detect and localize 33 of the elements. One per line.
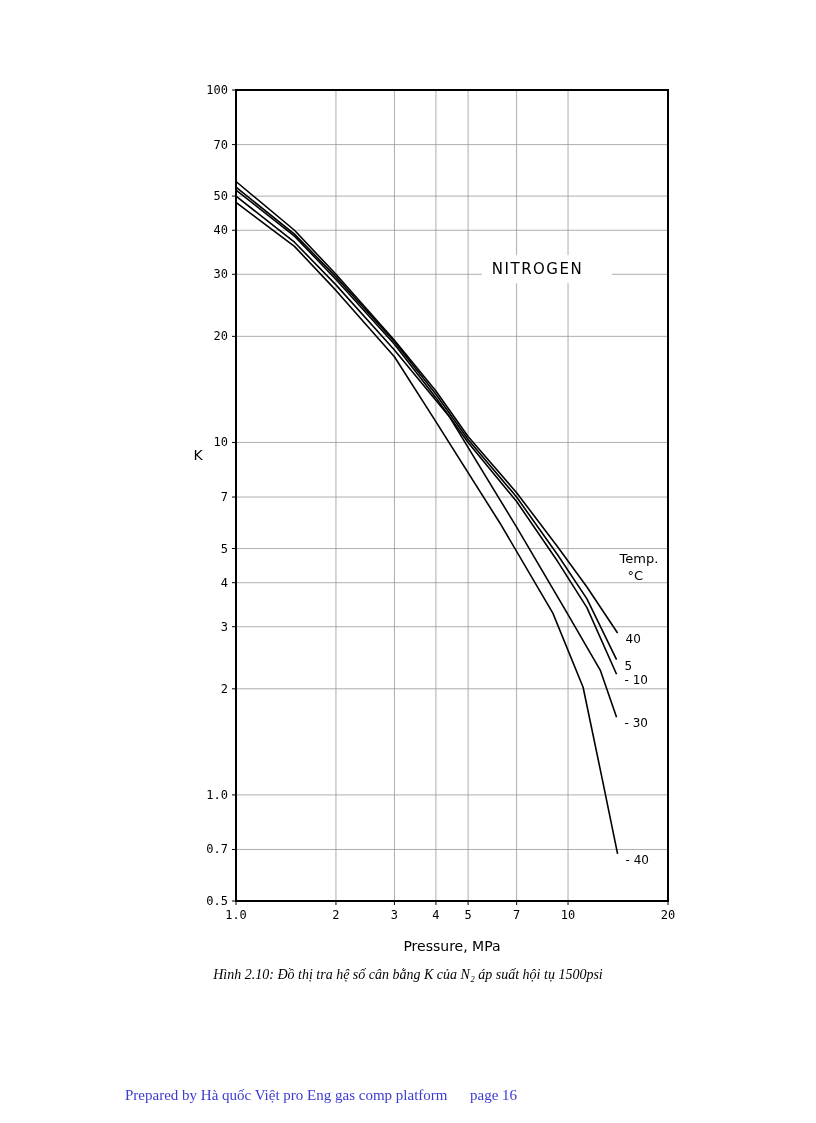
series-label: - 30: [624, 716, 648, 731]
y-tick-label: 7: [220, 490, 228, 505]
x-tick-label: 5: [464, 908, 472, 922]
x-tick-label: 4: [432, 908, 440, 922]
y-tick-label: 100: [206, 83, 228, 97]
legend-title: Temp. °C: [618, 550, 659, 583]
x-tick-label: 7: [512, 908, 521, 922]
series-label: 5: [624, 658, 633, 673]
x-axis-title: Pressure, MPa: [403, 938, 501, 954]
y-tick-label: 2: [220, 681, 228, 696]
x-tick-label: 2: [332, 908, 340, 922]
text: Prepared by Hà quốc Việt pro Eng gas comp platform page 16: [125, 1087, 518, 1103]
x-tick-label: 3: [390, 908, 399, 922]
y-tick-label: 3: [220, 619, 228, 634]
y-tick-label: 5: [220, 541, 228, 556]
y-tick-label: 0.5: [206, 894, 228, 908]
annotation: NITROGEN: [491, 260, 584, 279]
y-axis-title: K: [193, 446, 204, 463]
y-tick-label: 40: [213, 223, 228, 238]
series-label: 40: [625, 631, 641, 646]
series-label: - 10: [624, 673, 648, 688]
y-tick-label: 70: [213, 137, 228, 152]
x-tick-label: 10: [560, 908, 576, 922]
series-label: - 40: [625, 852, 650, 867]
y-tick-label: 30: [213, 267, 228, 282]
y-tick-label: 0.7: [206, 842, 228, 857]
y-tick-label: 4: [220, 575, 228, 590]
x-tick-label: 20: [660, 908, 676, 922]
y-tick-label: 20: [213, 329, 228, 344]
y-tick-label: 10: [213, 435, 228, 450]
y-tick-label: 1.0: [206, 787, 228, 802]
text: Hình 2.10: Đồ thị tra hệ số cân bằng K của N₂ áp suất hội tụ 1500psi: [212, 967, 603, 982]
y-tick-label: 50: [213, 189, 228, 204]
